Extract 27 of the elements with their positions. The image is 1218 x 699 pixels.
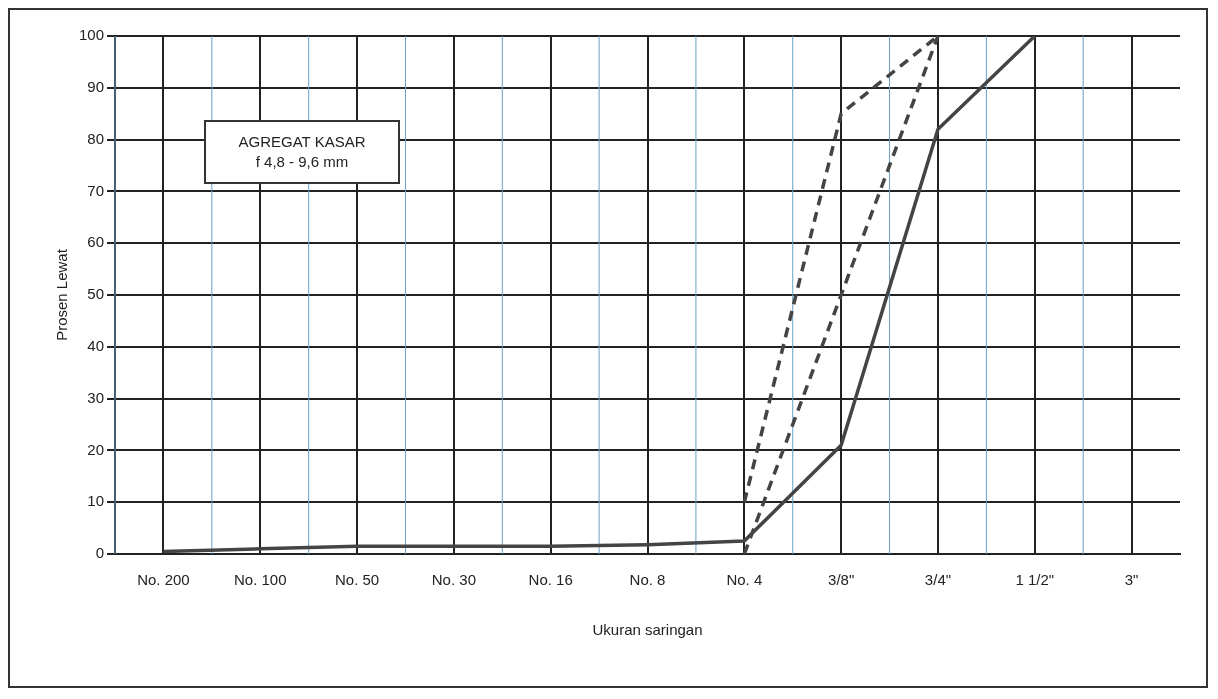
y-axis-title: Prosen Lewat [53, 248, 71, 341]
text-box: AGREGAT KASAR f 4,8 - 9,6 mm [204, 120, 400, 184]
y-tick-label: 0 [95, 544, 105, 562]
x-tick-label: No. 30 [431, 571, 476, 589]
y-tick-label: 70 [87, 181, 105, 199]
x-tick-label: No. 50 [334, 571, 380, 589]
y-tick-label: 20 [87, 440, 105, 458]
x-tick-label: 1 1/2" [1015, 571, 1055, 589]
x-tick-label: No. 8 [629, 571, 666, 589]
y-tick-label: 80 [87, 129, 105, 147]
y-tick-label: 60 [87, 233, 105, 251]
x-axis-title: Ukuran saringan [592, 621, 703, 639]
y-tick-label: 50 [87, 285, 105, 303]
x-tick-label: 3/4" [924, 571, 952, 589]
y-tick-label: 90 [87, 77, 105, 95]
x-tick-label: No. 100 [233, 571, 287, 589]
x-tick-label: 3" [1124, 571, 1139, 589]
x-tick-label: No. 200 [137, 571, 190, 589]
annotation: AGREGAT KASAR [237, 132, 367, 152]
x-tick-label: No. 16 [528, 571, 573, 589]
y-tick-label: 100 [79, 26, 105, 44]
annotation: f 4,8 - 9,6 mm [254, 152, 350, 172]
y-tick-label: 30 [87, 388, 105, 406]
x-tick-label: No. 4 [726, 571, 763, 589]
x-tick-label: 3/8" [828, 571, 855, 589]
y-tick-label: 10 [87, 492, 105, 510]
y-tick-label: 40 [87, 336, 105, 354]
